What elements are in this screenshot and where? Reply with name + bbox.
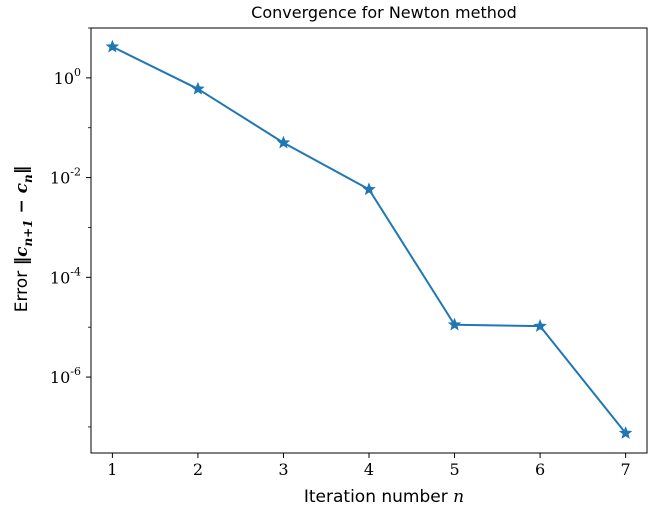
data-point-4 (362, 182, 376, 196)
data-point-3 (276, 135, 291, 149)
x-tick-label-4: 4 (364, 460, 374, 479)
y-axis-label: Error ‖cn+1 − cn‖ (12, 166, 35, 313)
x-tick-label-1: 1 (107, 460, 117, 479)
data-point-5 (447, 317, 462, 331)
x-tick-label-2: 2 (193, 460, 203, 479)
x-axis-label-text: Iteration number (304, 487, 448, 507)
y-axis-label-math: ‖c (12, 246, 32, 266)
x-axis-label-variable: n (453, 487, 464, 507)
y-tick-label-3: 10-4 (50, 265, 81, 287)
y-axis: 100 10-2 10-4 10-6 (50, 27, 91, 428)
x-tick-label-7: 7 (621, 460, 631, 479)
data-point-2 (191, 81, 205, 95)
y-axis-label-mid: − c (12, 182, 32, 219)
plot-area (90, 27, 648, 454)
x-axis: 1 2 3 4 5 6 7 (107, 453, 631, 479)
y-axis-label-sub2: n (21, 174, 35, 183)
data-point-1 (105, 39, 120, 53)
x-tick-label-3: 3 (278, 460, 288, 479)
y-axis-label-end: ‖ (12, 166, 32, 175)
y-tick-label-2: 10-2 (50, 166, 81, 188)
data-point-7 (618, 426, 633, 439)
series-layer (105, 39, 633, 439)
x-tick-label-6: 6 (535, 460, 545, 479)
y-axis-label-text: Error (12, 271, 32, 312)
x-axis-label: Iteration number n (304, 487, 464, 507)
chart-title: Convergence for Newton method (251, 3, 517, 22)
y-tick-label-4: 10-6 (50, 365, 81, 387)
plot-frame (90, 27, 648, 454)
series-line-1 (111, 45, 627, 434)
data-point-6 (533, 319, 547, 332)
x-tick-label-5: 5 (449, 460, 459, 479)
y-tick-label-1: 100 (54, 66, 81, 88)
y-axis-label-sub1: n+1 (21, 219, 35, 246)
